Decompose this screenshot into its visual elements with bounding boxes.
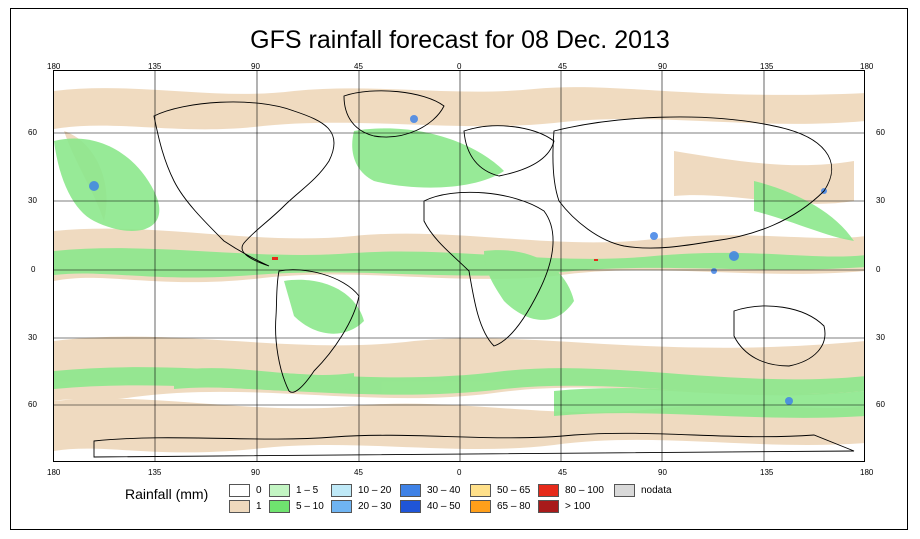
legend-swatch-8 — [470, 484, 491, 497]
lon-tick-top-4: 0 — [457, 62, 462, 71]
lat-tick-left-1: 30 — [28, 196, 37, 205]
antarctica-outline — [93, 432, 855, 458]
legend-swatch-9 — [470, 500, 491, 513]
africa-outline — [423, 191, 554, 347]
lat-tick-left-3: 30 — [28, 333, 37, 342]
asia-outline — [552, 116, 833, 249]
rain-extreme — [272, 257, 598, 261]
lon-tick-bottom-1: 135 — [148, 468, 162, 477]
lon-tick-bottom-6: 90 — [658, 468, 667, 477]
lon-tick-bottom-8: 180 — [860, 468, 874, 477]
lon-tick-top-8: 180 — [860, 62, 874, 71]
greenland-outline — [343, 90, 445, 138]
legend-label-4: 10 – 20 — [358, 485, 392, 496]
lon-tick-bottom-0: 180 — [47, 468, 61, 477]
lon-tick-top-3: 45 — [354, 62, 363, 71]
legend-label-8: 50 – 65 — [497, 485, 531, 496]
rain-band-heavy — [89, 115, 827, 405]
lon-tick-bottom-2: 90 — [251, 468, 260, 477]
lon-tick-top-6: 90 — [658, 62, 667, 71]
legend-swatch-1 — [229, 500, 250, 513]
legend-label-7: 40 – 50 — [427, 501, 461, 512]
lat-tick-right-3: 30 — [876, 333, 885, 342]
legend-swatch-11 — [538, 500, 559, 513]
legend-swatch-10 — [538, 484, 559, 497]
legend-swatch-0 — [229, 484, 250, 497]
lon-tick-bottom-7: 135 — [760, 468, 774, 477]
lat-tick-right-0: 60 — [876, 128, 885, 137]
lon-tick-top-2: 90 — [251, 62, 260, 71]
legend-label-10: 80 – 100 — [565, 485, 604, 496]
legend-label-1: 1 — [256, 501, 262, 512]
figure-frame — [10, 8, 908, 530]
continent-outlines — [93, 90, 855, 458]
lon-tick-bottom-3: 45 — [354, 468, 363, 477]
lon-tick-top-5: 45 — [558, 62, 567, 71]
map-canvas — [54, 71, 864, 461]
legend-label-9: 65 – 80 — [497, 501, 531, 512]
lat-tick-right-4: 60 — [876, 400, 885, 409]
legend-swatch-12 — [614, 484, 635, 497]
legend-label-11: > 100 — [565, 501, 591, 512]
legend-label-3: 5 – 10 — [296, 501, 324, 512]
lon-tick-top-7: 135 — [760, 62, 774, 71]
legend-label-2: 1 – 5 — [296, 485, 319, 496]
lat-tick-left-0: 60 — [28, 128, 37, 137]
map-title: GFS rainfall forecast for 08 Dec. 2013 — [250, 26, 670, 54]
europe-outline — [463, 125, 555, 177]
lon-tick-top-1: 135 — [148, 62, 162, 71]
legend-swatch-5 — [331, 500, 352, 513]
lat-tick-left-2: 0 — [31, 265, 36, 274]
legend-swatch-2 — [269, 484, 290, 497]
legend-title: Rainfall (mm) — [125, 486, 209, 502]
legend-swatch-7 — [400, 500, 421, 513]
rain-band-green — [54, 128, 864, 418]
graticule — [54, 71, 864, 461]
legend-swatch-3 — [269, 500, 290, 513]
rainfall-map — [53, 70, 865, 462]
legend-swatch-6 — [400, 484, 421, 497]
legend-label-0: 0 — [256, 485, 262, 496]
lat-tick-right-1: 30 — [876, 196, 885, 205]
legend-swatch-4 — [331, 484, 352, 497]
lon-tick-top-0: 180 — [47, 62, 61, 71]
legend-label-12: nodata — [641, 485, 672, 496]
lat-tick-left-4: 60 — [28, 400, 37, 409]
lon-tick-bottom-4: 0 — [457, 468, 462, 477]
legend-label-5: 20 – 30 — [358, 501, 392, 512]
south-america-outline — [275, 269, 360, 393]
lat-tick-right-2: 0 — [876, 265, 881, 274]
australia-outline — [733, 305, 826, 367]
legend-label-6: 30 – 40 — [427, 485, 461, 496]
lon-tick-bottom-5: 45 — [558, 468, 567, 477]
